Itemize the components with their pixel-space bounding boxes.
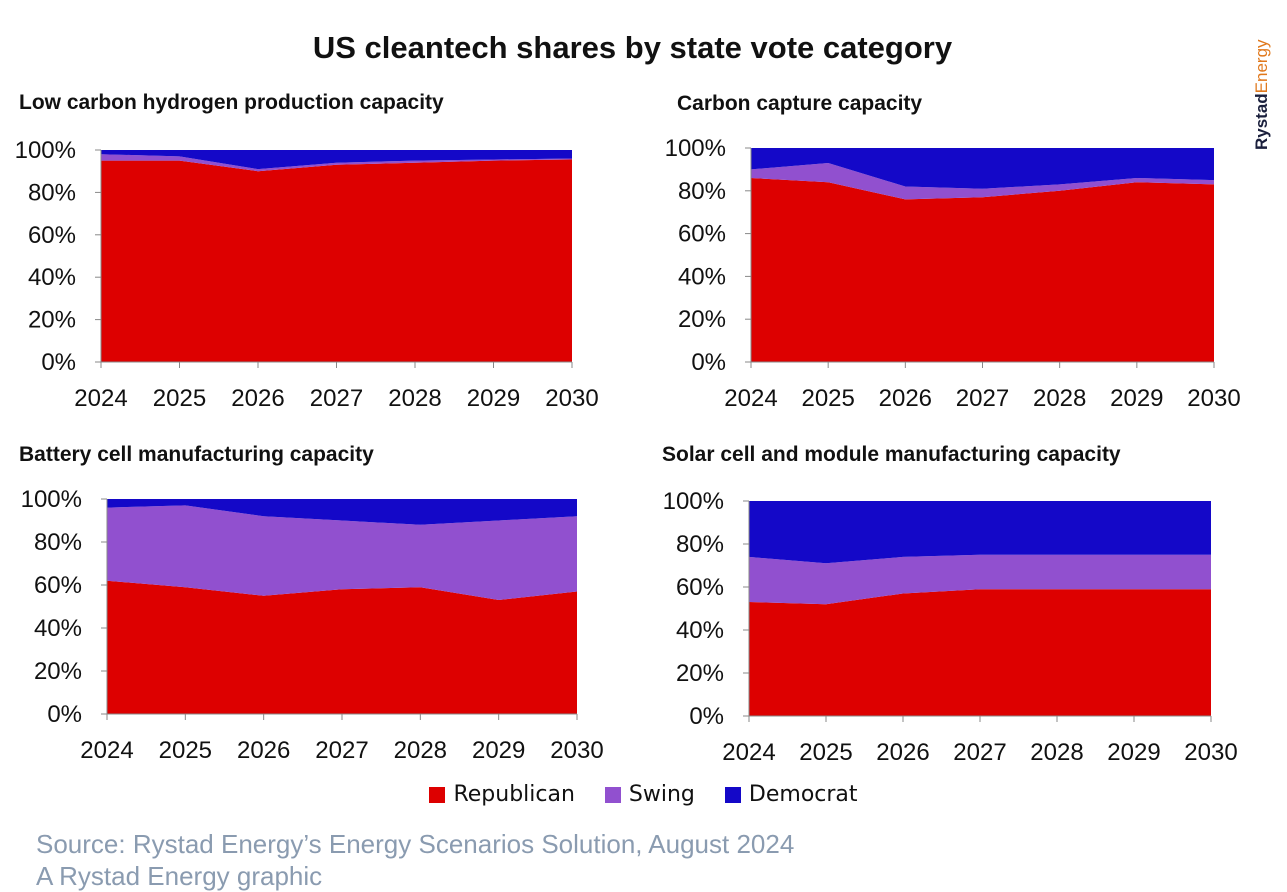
source-line: Source: Rystad Energy’s Energy Scenarios… [36, 829, 795, 859]
x-tick-label: 2030 [545, 385, 598, 412]
y-tick-label: 100% [663, 488, 724, 515]
y-tick-label: 40% [676, 617, 724, 644]
source-note: Source: Rystad Energy’s Energy Scenarios… [36, 828, 794, 892]
y-tick-label: 0% [47, 701, 82, 728]
panel-title-battery: Battery cell manufacturing capacity [19, 443, 374, 466]
area-republican [101, 159, 572, 362]
logo-text: RystadEnergy [1252, 30, 1272, 150]
legend-label-democrat: Democrat [748, 782, 858, 807]
legend-swatch-republican [429, 786, 446, 803]
x-tick-label: 2026 [876, 739, 929, 766]
x-tick-label: 2025 [801, 385, 854, 412]
x-tick-label: 2027 [310, 385, 363, 412]
legend-item-swing: Swing [604, 782, 695, 807]
y-tick-label: 60% [28, 222, 76, 249]
y-tick-label: 60% [676, 574, 724, 601]
y-tick-label: 40% [678, 263, 726, 290]
x-tick-label: 2028 [388, 385, 441, 412]
y-tick-label: 60% [34, 572, 82, 599]
x-tick-label: 2024 [80, 737, 133, 764]
area-democrat [101, 150, 572, 170]
y-tick-label: 100% [15, 137, 76, 164]
x-tick-label: 2029 [467, 385, 520, 412]
hydrogen-area-chart: 0% 20% 40% 60% 80% 100% 2024 2025 2026 2027 2028 20… [15, 137, 599, 412]
area-democrat [107, 499, 577, 525]
y-tick-label: 60% [678, 221, 726, 248]
battery-area-chart: 0% 20% 40% 60% 80% 100% 2024 2025 2026 2027 2028 20… [21, 486, 604, 764]
x-tick-label: 2029 [1107, 739, 1160, 766]
x-tick-label: 2030 [1187, 385, 1240, 412]
x-tick-label: 2027 [956, 385, 1009, 412]
panel-title-hydrogen: Low carbon hydrogen production capacity [19, 91, 444, 114]
x-tick-label: 2024 [74, 385, 127, 412]
x-tick-label: 2025 [159, 737, 212, 764]
y-tick-label: 0% [41, 349, 76, 376]
y-tick-label: 0% [691, 349, 726, 376]
carbon-capture-area-chart: 0% 20% 40% 60% 80% 100% 2024 2025 2026 2027 2028 20… [665, 135, 1241, 412]
y-tick-label: 80% [676, 531, 724, 558]
legend-item-republican: Republican [429, 782, 575, 807]
x-tick-label: 2030 [1184, 739, 1237, 766]
x-tick-label: 2026 [231, 385, 284, 412]
x-tick-label: 2028 [1033, 385, 1086, 412]
panel-title-solar: Solar cell and module manufacturing capa… [662, 443, 1121, 466]
y-tick-label: 0% [689, 703, 724, 730]
panel-title-carbon-capture: Carbon capture capacity [677, 92, 923, 115]
x-tick-label: 2027 [315, 737, 368, 764]
solar-area-chart: 0% 20% 40% 60% 80% 100% 2024 2025 2026 2027 2028 20… [663, 488, 1238, 766]
x-tick-label: 2029 [472, 737, 525, 764]
area-republican [107, 580, 577, 714]
x-tick-label: 2026 [237, 737, 290, 764]
legend-label-republican: Republican [453, 782, 575, 807]
x-tick-label: 2025 [799, 739, 852, 766]
y-tick-label: 100% [21, 486, 82, 513]
area-republican [751, 178, 1214, 362]
y-tick-label: 20% [34, 658, 82, 685]
credit-line: A Rystad Energy graphic [36, 861, 323, 891]
x-tick-label: 2028 [1030, 739, 1083, 766]
area-swing [751, 163, 1214, 200]
area-swing [749, 554, 1211, 605]
area-swing [101, 154, 572, 172]
y-tick-label: 80% [678, 178, 726, 205]
y-tick-label: 20% [676, 660, 724, 687]
y-tick-label: 20% [28, 307, 76, 334]
legend-swatch-swing [604, 786, 621, 803]
y-tick-label: 40% [34, 615, 82, 642]
area-democrat [749, 501, 1211, 564]
y-tick-label: 100% [665, 135, 726, 162]
area-republican [749, 589, 1211, 716]
x-tick-label: 2026 [879, 385, 932, 412]
logo-part-energy: Energy [1252, 39, 1271, 94]
area-democrat [751, 148, 1214, 189]
x-tick-label: 2027 [953, 739, 1006, 766]
x-tick-label: 2024 [724, 385, 777, 412]
x-tick-label: 2030 [550, 737, 603, 764]
x-tick-label: 2029 [1110, 385, 1163, 412]
legend-swatch-democrat [724, 786, 741, 803]
y-tick-label: 80% [28, 179, 76, 206]
legend-label-swing: Swing [628, 782, 695, 807]
x-tick-label: 2028 [394, 737, 447, 764]
chart-main-title: US cleantech shares by state vote catego… [312, 30, 953, 65]
area-swing [107, 505, 577, 600]
legend: Republican Swing Democrat [0, 782, 1287, 807]
y-tick-label: 40% [28, 264, 76, 291]
x-tick-label: 2024 [722, 739, 775, 766]
legend-item-democrat: Democrat [724, 782, 858, 807]
y-tick-label: 20% [678, 306, 726, 333]
rystad-energy-logo: RystadEnergy [1252, 30, 1282, 150]
y-tick-label: 80% [34, 529, 82, 556]
x-tick-label: 2025 [153, 385, 206, 412]
